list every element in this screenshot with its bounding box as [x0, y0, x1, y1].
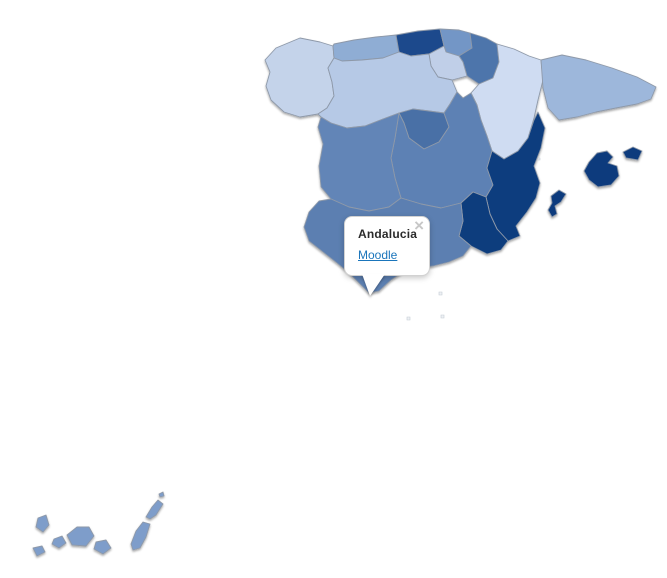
map-tooltip: × Andalucia Moodle — [344, 216, 430, 296]
region-baleares[interactable] — [547, 146, 643, 218]
close-icon[interactable]: × — [414, 216, 424, 235]
region-canarias[interactable] — [32, 491, 165, 557]
small-territory-specks — [406, 157, 541, 321]
region-cataluna[interactable] — [540, 54, 657, 121]
region-murcia[interactable] — [458, 191, 509, 255]
tooltip-link[interactable]: Moodle — [358, 248, 398, 262]
region-galicia[interactable] — [264, 37, 335, 118]
tooltip-title: Andalucia — [358, 227, 418, 241]
region-extremadura[interactable] — [317, 112, 402, 212]
tooltip-pointer — [362, 274, 385, 296]
